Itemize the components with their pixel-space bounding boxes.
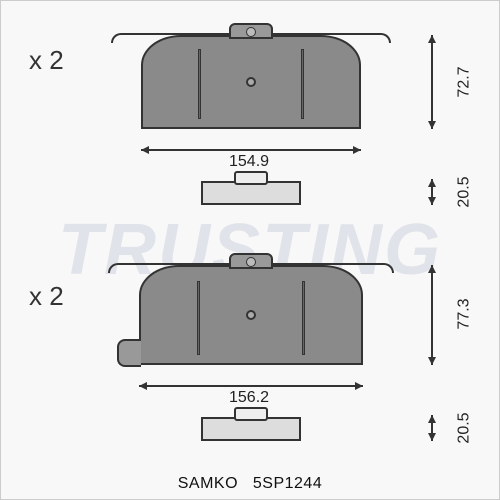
bottom-pad-slot-right [302,281,305,355]
top-pad-group: x 2 154.9 72.7 20.5 [1,1,500,221]
caption: SAMKO 5SP1244 [1,475,499,493]
bottom-width-dimline [139,385,363,387]
diagram-canvas: TRUSTING x 2 154.9 72.7 20.5 x 2 [0,0,500,500]
bottom-clip-tab [234,407,268,421]
bottom-height-label: 77.3 [456,298,474,329]
top-pad-slot-left [198,49,201,119]
top-width-dimline [141,149,361,151]
bottom-brake-pad [139,265,363,365]
bottom-height-dimline [431,265,433,365]
bottom-pad-slot-left [197,281,200,355]
top-clip-dimline [431,179,433,205]
bottom-clip [201,417,301,441]
bottom-qty-label: x 2 [29,281,64,312]
back-plate-protrusion [117,339,141,367]
top-qty-label: x 2 [29,45,64,76]
caption-partno: 5SP1244 [253,475,322,492]
top-brake-pad [141,35,361,129]
bottom-width-label: 156.2 [229,389,269,407]
bottom-clip-label: 20.5 [456,412,474,443]
top-clip-tab [234,171,268,185]
top-height-dimline [431,35,433,129]
top-clip-label: 20.5 [456,176,474,207]
top-clip [201,181,301,205]
bottom-pad-notch [229,253,273,269]
top-pad-slot-right [301,49,304,119]
bottom-pad-group: x 2 156.2 77.3 20.5 [1,231,500,461]
bottom-clip-dimline [431,415,433,441]
bottom-pad-center-hole [246,310,256,320]
caption-brand: SAMKO [178,475,238,492]
top-height-label: 72.7 [456,66,474,97]
top-pad-center-hole [246,77,256,87]
top-pad-notch [229,23,273,39]
top-width-label: 154.9 [229,153,269,171]
